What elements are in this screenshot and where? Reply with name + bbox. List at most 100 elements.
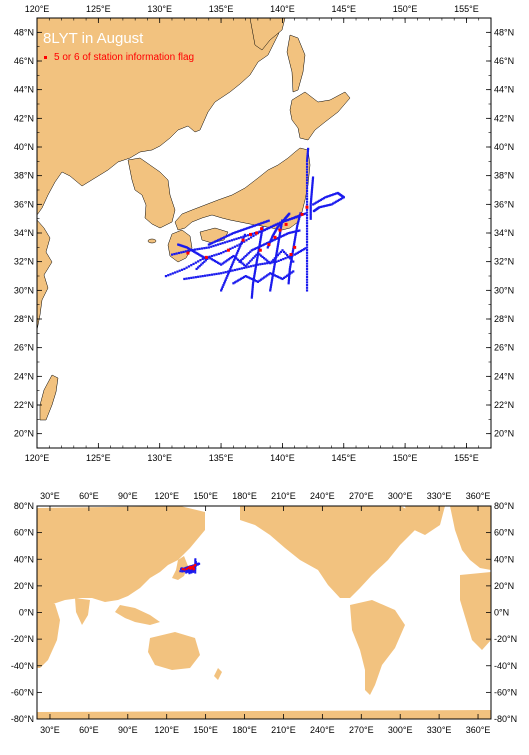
- track-point: [305, 270, 309, 273]
- lat-tick-label-left: 22°N: [14, 400, 34, 410]
- track-point: [258, 222, 261, 226]
- track-point: [288, 218, 291, 221]
- track-point: [183, 277, 186, 281]
- track-point: [182, 250, 185, 254]
- track-point: [274, 260, 277, 263]
- track-point: [279, 258, 283, 262]
- track-point: [277, 259, 280, 262]
- track-point: [221, 237, 224, 240]
- track-point: [244, 264, 247, 268]
- track-point: [235, 257, 238, 260]
- lon-tick-label-top: 120°E: [25, 4, 50, 14]
- track-point: [223, 282, 226, 285]
- global-lon-label-top: 270°E: [349, 491, 374, 501]
- track-point: [311, 180, 314, 183]
- track-point: [267, 273, 270, 276]
- global-lat-label-right: -80°N: [494, 714, 517, 724]
- track-point: [233, 231, 237, 234]
- track-point: [310, 189, 314, 192]
- global-land-north-america: [240, 506, 420, 598]
- track-point: [305, 216, 309, 219]
- global-lat-label-left: 60°N: [14, 528, 34, 538]
- global-flag-point: [192, 568, 195, 571]
- track-point: [311, 185, 314, 188]
- track-point: [270, 236, 274, 239]
- global-lon-label-top: 300°E: [388, 491, 413, 501]
- global-track-point: [181, 570, 184, 573]
- track-point: [255, 264, 258, 267]
- global-lon-label-top: 330°E: [427, 491, 452, 501]
- track-point: [213, 259, 217, 263]
- track-point: [213, 273, 216, 276]
- track-point: [321, 197, 324, 201]
- lon-tick-label-top: 125°E: [86, 4, 111, 14]
- track-point: [194, 251, 197, 254]
- track-point: [293, 253, 296, 256]
- track-point: [241, 257, 244, 260]
- track-point: [286, 274, 289, 277]
- track-point: [294, 232, 298, 235]
- lat-tick-label-left: 46°N: [14, 56, 34, 66]
- track-point: [272, 269, 275, 272]
- track-point: [270, 272, 273, 276]
- track-point: [224, 249, 227, 253]
- track-point: [255, 260, 258, 263]
- track-point: [272, 267, 276, 271]
- track-point: [216, 243, 220, 246]
- track-point: [330, 203, 333, 206]
- track-point: [196, 252, 199, 255]
- track-point: [238, 229, 241, 233]
- track-point: [251, 287, 254, 290]
- track-point: [319, 198, 322, 202]
- track-point: [204, 259, 207, 262]
- lat-tick-label-left: 30°N: [14, 285, 34, 295]
- track-point: [215, 260, 218, 264]
- lon-tick-label-bottom: 150°E: [393, 453, 418, 463]
- track-point: [230, 232, 233, 235]
- track-point: [212, 244, 215, 248]
- track-point: [287, 282, 290, 285]
- track-point: [249, 236, 253, 239]
- track-point: [246, 227, 249, 230]
- track-point: [238, 246, 241, 249]
- track-point: [291, 249, 295, 253]
- track-point: [227, 258, 230, 261]
- global-lon-label-bottom: 150°E: [193, 725, 218, 735]
- track-point: [192, 262, 195, 266]
- track-point: [305, 265, 309, 268]
- track-point: [305, 208, 309, 211]
- track-point: [266, 220, 269, 223]
- global-land-indonesia: [115, 605, 160, 625]
- track-point: [233, 256, 237, 259]
- track-point: [274, 223, 277, 226]
- track-point: [328, 203, 332, 206]
- global-lon-label-bottom: 180°E: [232, 725, 257, 735]
- global-map-land: [37, 506, 491, 719]
- track-point: [246, 263, 249, 266]
- track-point: [236, 244, 239, 247]
- track-point: [199, 259, 202, 262]
- track-point: [279, 277, 283, 280]
- track-point: [241, 228, 244, 231]
- lon-tick-label-bottom: 130°E: [147, 453, 172, 463]
- global-track-point: [191, 570, 194, 573]
- track-point: [305, 286, 309, 289]
- track-point: [295, 216, 298, 219]
- track-point: [173, 252, 176, 256]
- track-point: [259, 239, 262, 242]
- track-point: [322, 197, 326, 200]
- track-point: [264, 220, 267, 223]
- global-lat-label-left: -40°N: [11, 661, 34, 671]
- track-point: [219, 242, 222, 245]
- track-point: [305, 249, 309, 252]
- track-point: [305, 211, 309, 214]
- track-point: [245, 266, 248, 269]
- track-point: [184, 250, 187, 253]
- track-point: [250, 277, 253, 281]
- track-point: [305, 262, 309, 265]
- track-point: [272, 273, 275, 276]
- track-point: [251, 289, 254, 292]
- track-point: [275, 255, 278, 258]
- track-point: [277, 240, 280, 244]
- global-lat-label-left: -60°N: [11, 687, 34, 697]
